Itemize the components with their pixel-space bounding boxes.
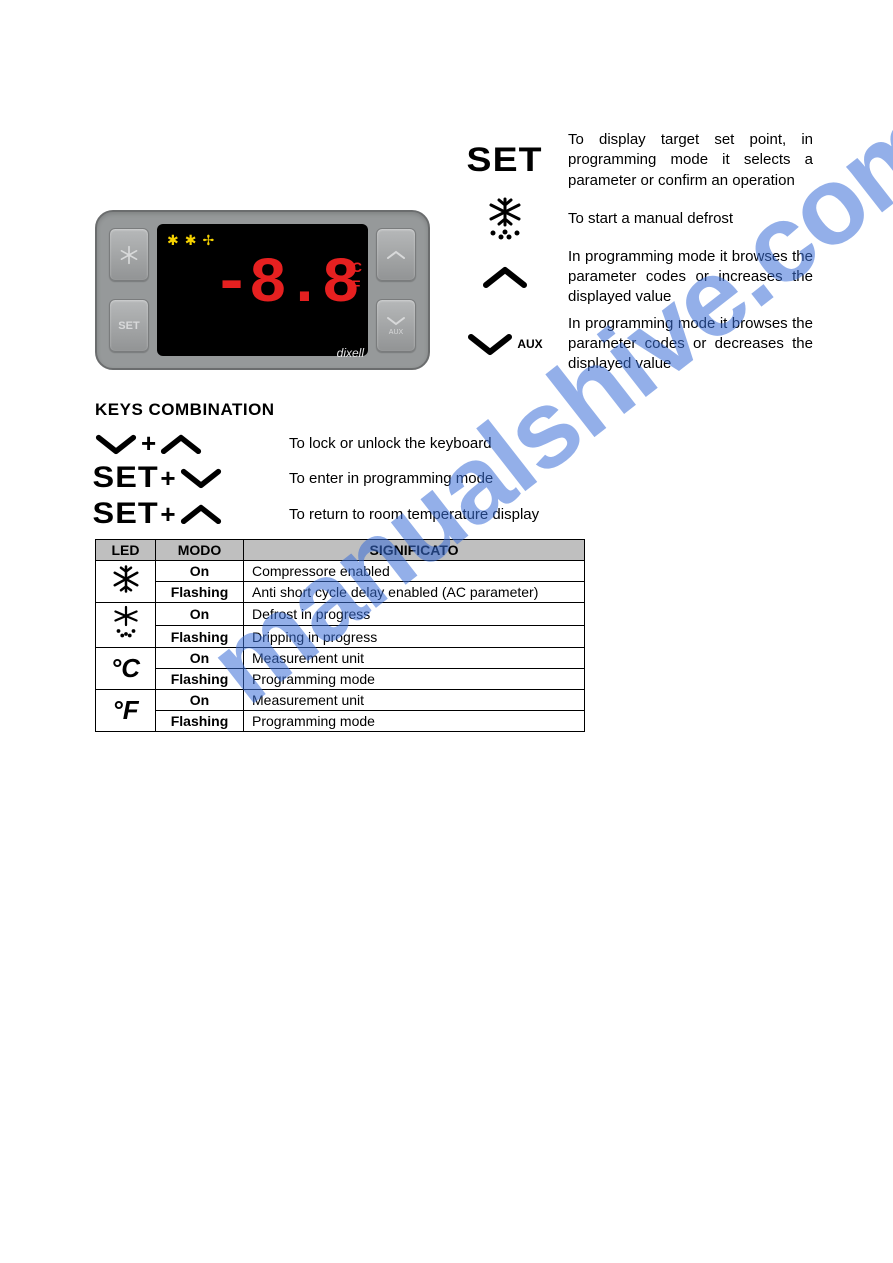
set-button-label: SET [118, 320, 139, 332]
plus-icon: + [160, 463, 175, 494]
chevron-down-icon [95, 433, 137, 455]
defrost-desc-text: To start a manual defrost [568, 209, 813, 229]
set-desc-text: To display target set point, in programm… [568, 130, 813, 191]
combo-lock-text: To lock or unlock the keyboard [289, 435, 492, 452]
modo-cell: Flashing [156, 625, 244, 648]
chevron-up-icon [386, 249, 406, 261]
controller-device: SET ✱ ✱ ✢ -8.8 °C °F [95, 210, 430, 370]
status-fan-icon: ✢ [202, 232, 214, 249]
combo-return-row: SET + To return to room temperature disp… [95, 497, 813, 531]
modo-cell: Flashing [156, 669, 244, 690]
screen-status-icons: ✱ ✱ ✢ [167, 232, 358, 249]
chevron-up-icon [160, 433, 202, 455]
set-plus-down-icons: SET + [95, 461, 275, 495]
snowflake-led-icon [96, 561, 156, 603]
down-desc-text: In programming mode it browses the param… [568, 314, 813, 375]
seven-segment-display: -8.8 [167, 253, 358, 317]
th-modo: MODO [156, 540, 244, 561]
plus-icon: + [141, 428, 156, 459]
modo-cell: On [156, 690, 244, 711]
down-button[interactable]: AUX [376, 299, 416, 352]
snowflake-icon [119, 245, 139, 265]
fahrenheit-led-icon: °F [96, 690, 156, 732]
set-plus-up-icons: SET + [95, 497, 275, 531]
modo-cell: On [156, 603, 244, 626]
th-significato: SIGNIFICATO [244, 540, 585, 561]
up-desc-text: In programming mode it browses the param… [568, 247, 813, 308]
unit-f-label: °F [346, 278, 362, 292]
defrost-led-icon [96, 603, 156, 648]
celsius-led-icon: °C [96, 648, 156, 690]
defrost-icon [460, 197, 550, 241]
table-header-row: LED MODO SIGNIFICATO [96, 540, 585, 561]
right-button-column: AUX [376, 224, 416, 356]
modo-cell: On [156, 561, 244, 582]
defrost-button[interactable] [109, 228, 149, 281]
sig-cell: Compressore enabled [244, 561, 585, 582]
sig-cell: Measurement unit [244, 690, 585, 711]
brand-label: dixell [337, 346, 364, 360]
up-arrow-icon [460, 265, 550, 289]
chevron-down-icon [386, 315, 406, 327]
up-desc-row: In programming mode it browses the param… [460, 247, 813, 308]
up-button[interactable] [376, 228, 416, 281]
sig-cell: Measurement unit [244, 648, 585, 669]
status-snowflake-icon: ✱ [167, 232, 179, 249]
chevron-down-icon [180, 467, 222, 489]
sig-cell: Anti short cycle delay enabled (AC param… [244, 582, 585, 603]
set-label-icon: SET [460, 141, 550, 180]
status-defrost-icon: ✱ [185, 232, 197, 249]
table-row: Flashing Anti short cycle delay enabled … [96, 582, 585, 603]
led-table: LED MODO SIGNIFICATO On Compressore enab… [95, 539, 585, 732]
table-row: On Defrost in progress [96, 603, 585, 626]
table-row: Flashing Dripping in progress [96, 625, 585, 648]
modo-cell: On [156, 648, 244, 669]
down-plus-up-icons: + [95, 428, 275, 459]
set-label-text: SET [93, 497, 159, 531]
fahrenheit-label: °F [112, 695, 138, 725]
table-row: Flashing Programming mode [96, 669, 585, 690]
down-aux-icon: AUX [460, 332, 550, 356]
th-led: LED [96, 540, 156, 561]
set-label-text: SET [467, 141, 543, 180]
table-row: °F On Measurement unit [96, 690, 585, 711]
device-column: SET ✱ ✱ ✢ -8.8 °C °F [95, 130, 430, 374]
chevron-up-icon [180, 503, 222, 525]
aux-text: AUX [517, 337, 542, 351]
display-units: °C °F [346, 260, 362, 292]
manual-page: manualshive.com SET ✱ [0, 0, 893, 732]
table-row: On Compressore enabled [96, 561, 585, 582]
lcd-screen: ✱ ✱ ✢ -8.8 °C °F [157, 224, 368, 356]
set-desc-row: SET To display target set point, in prog… [460, 130, 813, 191]
combo-program-row: SET + To enter in programming mode [95, 461, 813, 495]
left-button-column: SET [109, 224, 149, 356]
table-row: °C On Measurement unit [96, 648, 585, 669]
combo-program-text: To enter in programming mode [289, 470, 493, 487]
sig-cell: Programming mode [244, 669, 585, 690]
table-row: Flashing Programming mode [96, 711, 585, 732]
set-button[interactable]: SET [109, 299, 149, 352]
keys-combination-heading: KEYS COMBINATION [95, 400, 813, 420]
modo-cell: Flashing [156, 711, 244, 732]
sig-cell: Defrost in progress [244, 603, 585, 626]
modo-cell: Flashing [156, 582, 244, 603]
down-desc-row: AUX In programming mode it browses the p… [460, 314, 813, 375]
combo-lock-row: + To lock or unlock the keyboard [95, 428, 813, 459]
defrost-desc-row: To start a manual defrost [460, 197, 813, 241]
unit-c-label: °C [346, 260, 362, 274]
button-description-column: SET To display target set point, in prog… [460, 130, 813, 374]
sig-cell: Programming mode [244, 711, 585, 732]
celsius-label: °C [111, 653, 140, 683]
sig-cell: Dripping in progress [244, 625, 585, 648]
top-section: SET ✱ ✱ ✢ -8.8 °C °F [95, 130, 813, 374]
combo-return-text: To return to room temperature display [289, 506, 539, 523]
plus-icon: + [160, 499, 175, 530]
set-label-text: SET [93, 461, 159, 495]
aux-label: AUX [389, 329, 403, 336]
